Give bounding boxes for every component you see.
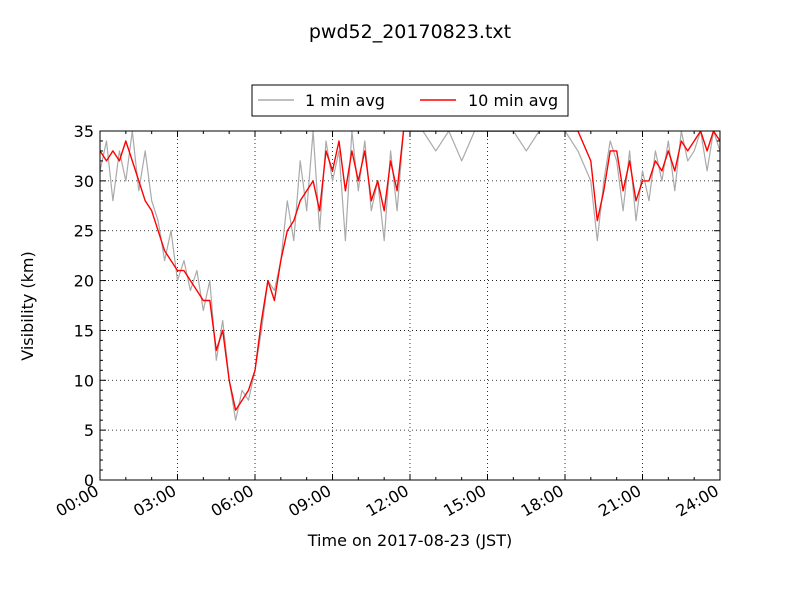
legend-box <box>251 84 569 117</box>
y-tick-label: 25 <box>74 222 94 241</box>
legend-label-1min: 1 min avg <box>305 91 385 110</box>
y-tick-label: 0 <box>84 471 94 490</box>
legend-label-10min: 10 min avg <box>468 91 558 110</box>
chart-title: pwd52_20170823.txt <box>309 21 511 43</box>
series-line-10min-avg <box>100 131 720 411</box>
x-axis-label: Time on 2017-08-23 (JST) <box>307 531 512 550</box>
y-tick-label: 15 <box>74 321 94 340</box>
y-tick-labels: 0 5 10 15 20 25 30 35 <box>74 122 94 490</box>
y-axis-label: Visibility (km) <box>18 251 37 360</box>
y-tick-label: 10 <box>74 371 94 390</box>
series-layer <box>100 131 720 421</box>
y-tick-label: 30 <box>74 172 94 191</box>
axis-ticks <box>99 130 721 481</box>
y-tick-label: 20 <box>74 272 94 291</box>
y-tick-label: 5 <box>84 421 94 440</box>
legend: 1 min avg 10 min avg <box>251 84 569 117</box>
grid-lines <box>100 131 720 480</box>
y-tick-label: 35 <box>74 122 94 141</box>
